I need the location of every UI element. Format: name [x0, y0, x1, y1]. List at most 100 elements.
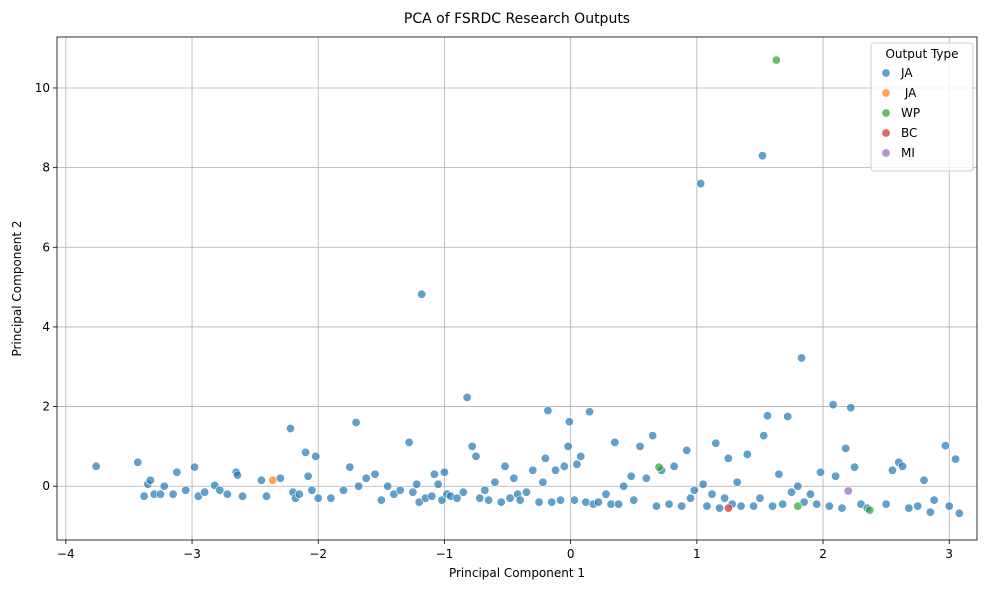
scatter-point: [172, 467, 182, 477]
ticks-layer: −4 −3 −2 −1 0 1 2 3 0 2 4 6 8 10: [35, 81, 953, 561]
scatter-point: [268, 475, 278, 485]
scatter-point: [940, 441, 950, 451]
scatter-point: [904, 503, 914, 513]
scatter-point: [831, 471, 841, 481]
scatter-point: [168, 489, 178, 499]
scatter-point: [471, 451, 481, 461]
legend-label: JA: [900, 66, 913, 80]
scatter-point: [145, 475, 155, 485]
scatter-point: [742, 449, 752, 459]
scatter-point: [610, 437, 620, 447]
scatter-point: [626, 471, 636, 481]
scatter-point: [376, 495, 386, 505]
scatter-point: [669, 461, 679, 471]
scatter-point: [763, 411, 773, 421]
scatter-point: [619, 481, 629, 491]
legend-label: BC: [901, 126, 917, 140]
scatter-point: [812, 499, 822, 509]
y-tick-label: 10: [35, 81, 50, 95]
legend-marker: [881, 148, 891, 158]
y-tick-label: 2: [42, 400, 50, 414]
scatter-point: [414, 497, 424, 507]
legend-marker: [881, 88, 891, 98]
x-tick-label: 2: [819, 547, 827, 561]
scatter-point: [837, 503, 847, 513]
scatter-point: [307, 485, 317, 495]
scatter-point: [569, 495, 579, 505]
y-tick-label: 4: [42, 320, 50, 334]
scatter-point: [715, 503, 725, 513]
points-layer: [91, 55, 964, 518]
scatter-point: [689, 485, 699, 495]
scatter-point: [543, 406, 553, 416]
scatter-point: [563, 441, 573, 451]
scatter-point: [433, 479, 443, 489]
scatter-point: [723, 453, 733, 463]
legend-marker: [881, 68, 891, 78]
scatter-point: [412, 479, 422, 489]
scatter-point: [427, 491, 437, 501]
scatter-point: [786, 487, 796, 497]
x-tick-label: 1: [693, 547, 701, 561]
scatter-point: [651, 501, 661, 511]
scatter-point: [389, 489, 399, 499]
scatter-point: [361, 473, 371, 483]
scatter-point: [564, 417, 574, 427]
scatter-point: [215, 485, 225, 495]
scatter-point: [682, 445, 692, 455]
scatter-point: [338, 485, 348, 495]
scatter-point: [301, 447, 311, 457]
scatter-point: [954, 508, 964, 518]
scatter-point: [351, 418, 361, 428]
chart-title: PCA of FSRDC Research Outputs: [404, 11, 630, 27]
scatter-point: [913, 501, 923, 511]
scatter-point: [538, 477, 548, 487]
scatter-point: [601, 489, 611, 499]
scatter-point: [828, 400, 838, 410]
x-tick-label: −4: [57, 547, 75, 561]
x-tick-label: 0: [567, 547, 575, 561]
scatter-point: [383, 481, 393, 491]
scatter-point: [190, 462, 200, 472]
scatter-point: [91, 461, 101, 471]
scatter-point: [856, 499, 866, 509]
x-tick-label: −3: [183, 547, 201, 561]
legend-items: JA JA WP BC MI: [881, 66, 920, 160]
scatter-point: [500, 461, 510, 471]
scatter-point: [417, 289, 427, 299]
scatter-point: [528, 465, 538, 475]
scatter-point: [824, 501, 834, 511]
scatter-point: [925, 507, 935, 517]
scatter-point: [395, 485, 405, 495]
y-tick-label: 8: [42, 161, 50, 175]
scatter-point: [437, 495, 447, 505]
scatter-point: [256, 475, 266, 485]
scatter-point: [408, 487, 418, 497]
scatter-point: [193, 491, 203, 501]
legend-title: Output Type: [885, 47, 958, 61]
scatter-point: [778, 499, 788, 509]
scatter-point: [303, 471, 313, 481]
scatter-point: [816, 467, 826, 477]
scatter-point: [313, 493, 323, 503]
scatter-point: [720, 493, 730, 503]
scatter-point: [951, 454, 961, 464]
scatter-point: [707, 489, 717, 499]
scatter-point: [462, 392, 472, 402]
x-tick-label: −1: [436, 547, 454, 561]
grid-layer: [57, 37, 977, 540]
scatter-point: [509, 473, 519, 483]
scatter-point: [698, 479, 708, 489]
scatter-point: [793, 501, 803, 511]
scatter-point: [222, 489, 232, 499]
scatter-point: [181, 485, 191, 495]
scatter-point: [559, 461, 569, 471]
scatter-point: [370, 469, 380, 479]
scatter-point: [261, 491, 271, 501]
scatter-point: [865, 505, 875, 515]
scatter-point: [771, 55, 781, 65]
legend-label: MI: [901, 146, 915, 160]
scatter-point: [919, 475, 929, 485]
scatter-point: [540, 453, 550, 463]
